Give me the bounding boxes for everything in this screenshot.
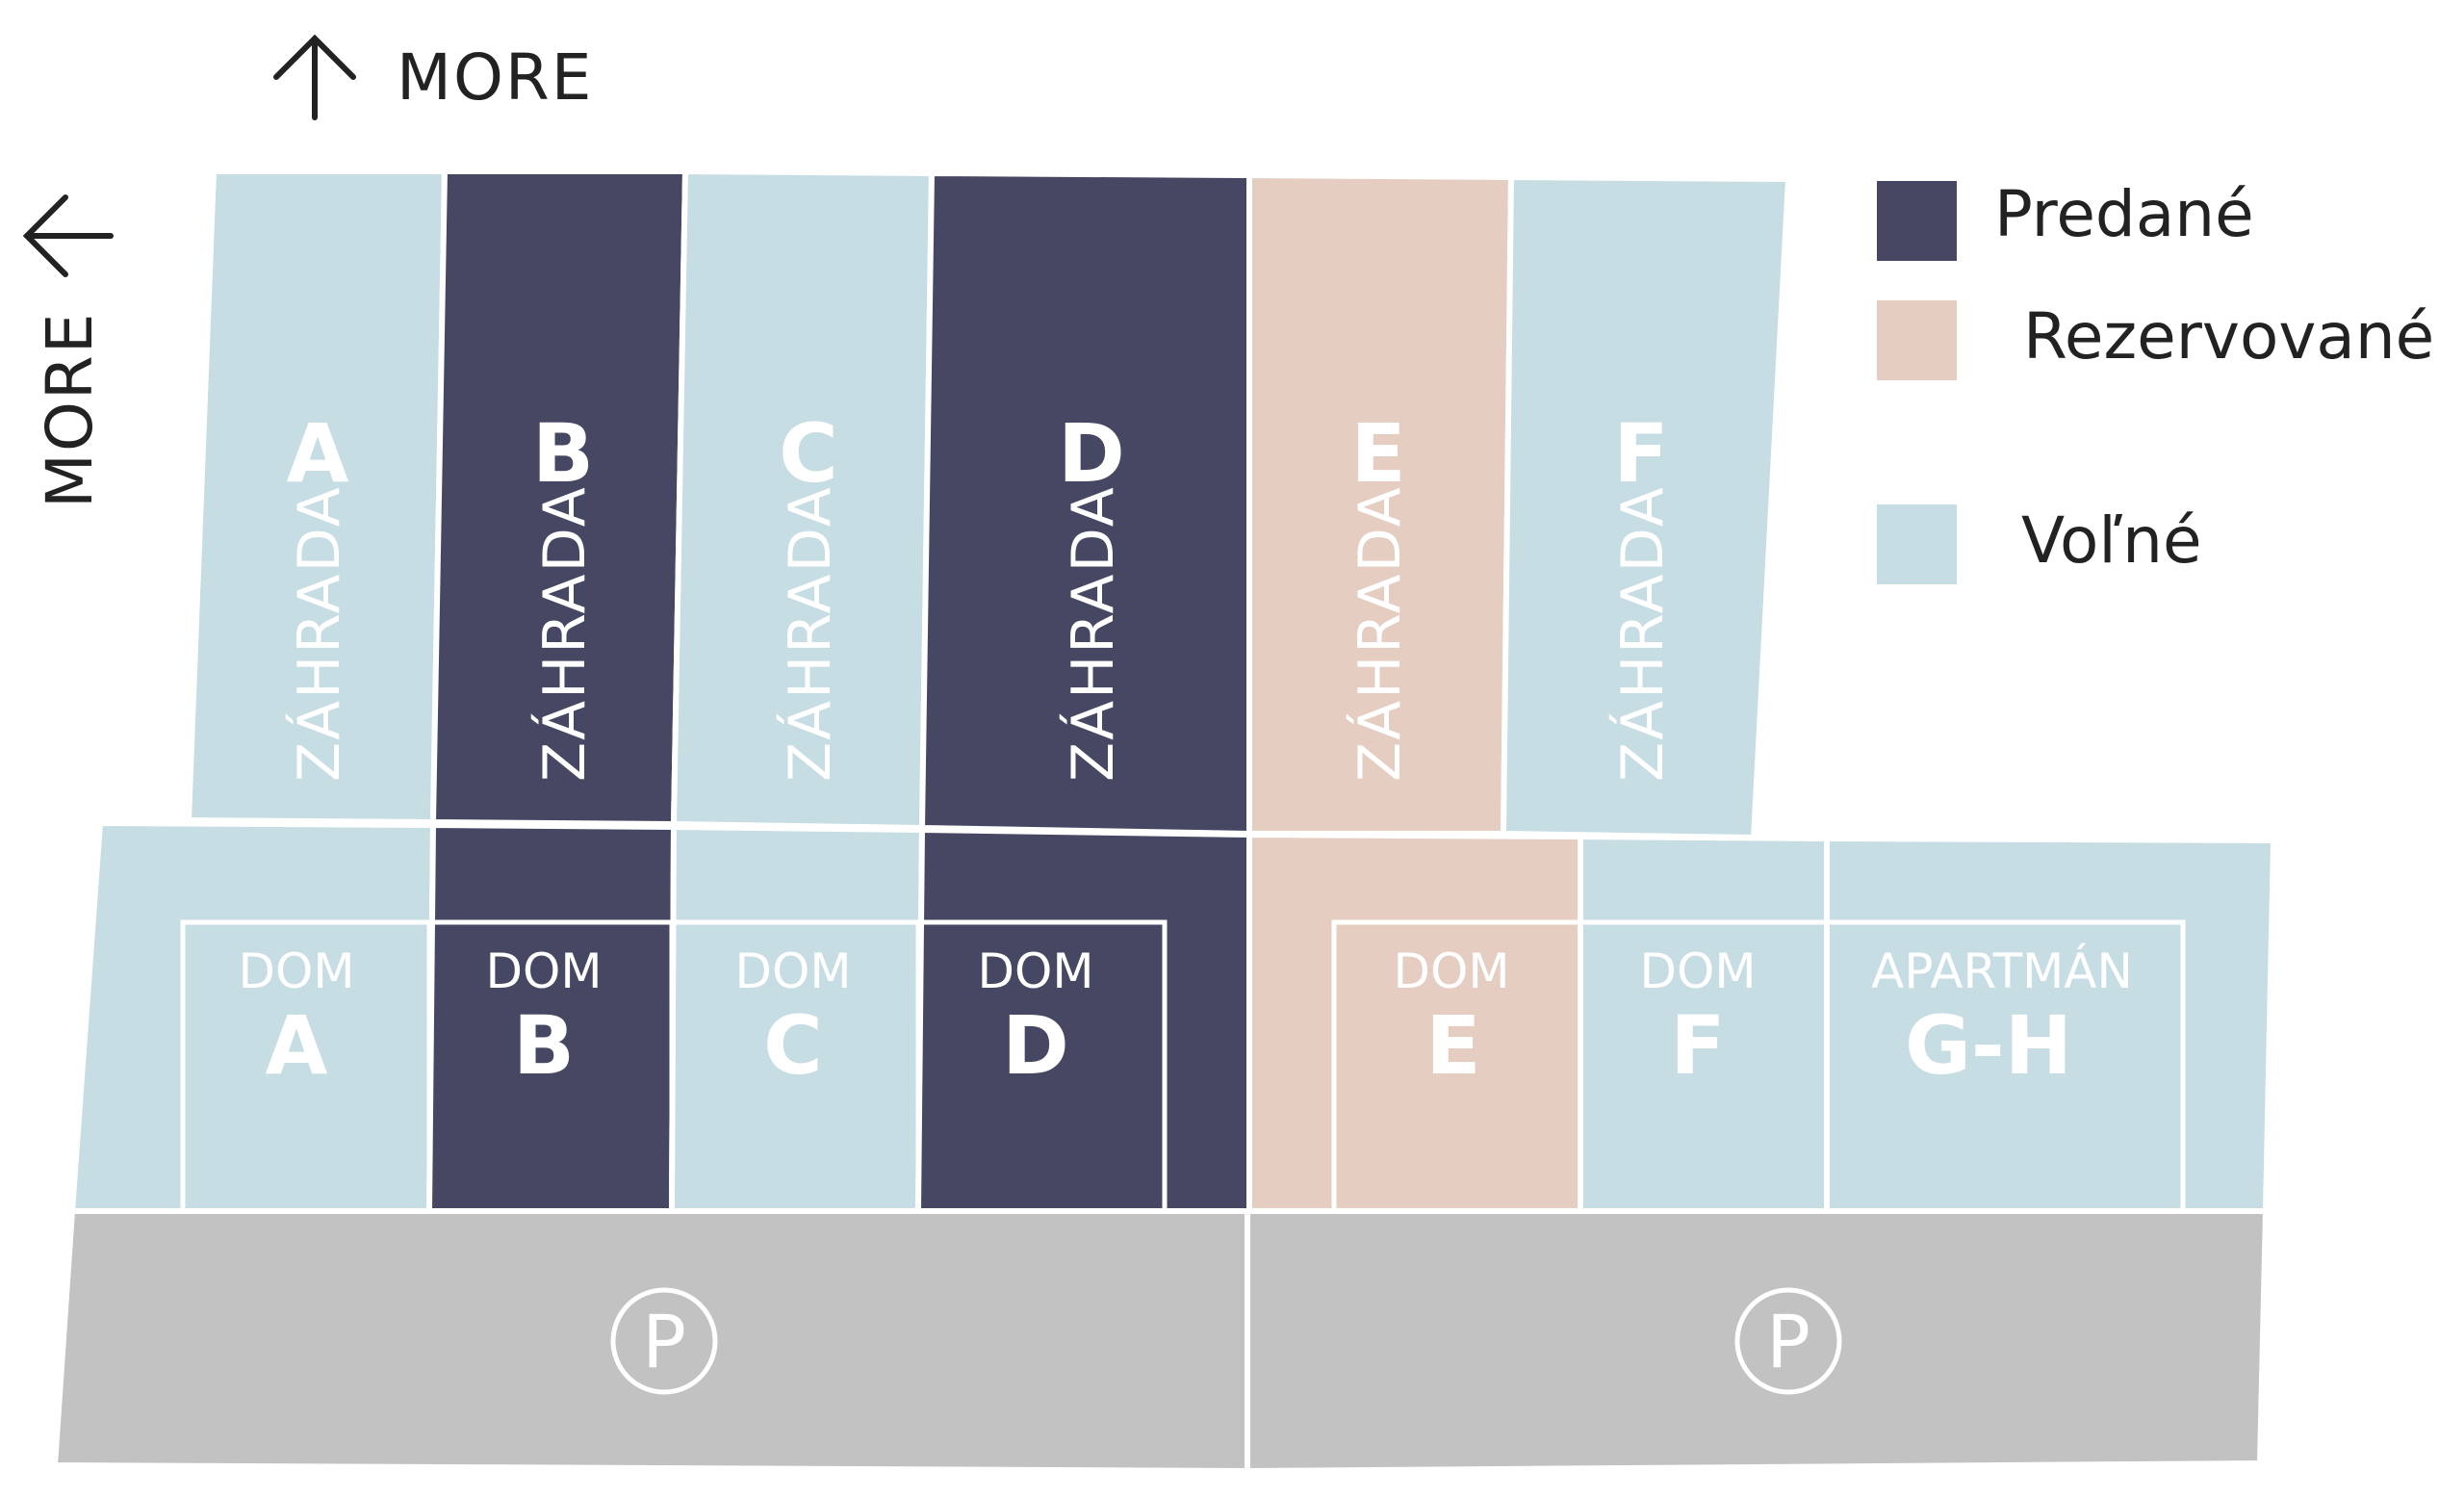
garden-letter-b: B [532, 406, 594, 501]
house-type-gh: APARTMÁN [1871, 942, 2133, 999]
north-indicator: MORE [273, 34, 593, 120]
west-indicator: MORE [22, 194, 114, 508]
legend: Predané Rezervované Voľné [1877, 177, 2434, 584]
house-letter-f: F [1670, 998, 1725, 1093]
parking-symbol-left: P [642, 1299, 686, 1384]
garden-label-c: ZÁHRADA [776, 485, 844, 782]
house-type-e: DOM [1394, 943, 1510, 999]
parking-icon: P [1734, 1287, 1842, 1395]
arrow-left-icon [22, 194, 114, 277]
garden-letter-c: C [779, 406, 838, 501]
legend-label-reserved: Rezervované [2023, 299, 2434, 374]
house-letter-d: D [1002, 998, 1069, 1093]
garden-label-b: ZÁHRADA [530, 485, 599, 782]
garden-label-a: ZÁHRADA [285, 485, 353, 782]
legend-swatch-reserved [1877, 300, 1957, 380]
parking-icon: P [610, 1287, 718, 1395]
house-strip-e [1246, 831, 1583, 1214]
house-strip-a [68, 819, 437, 1214]
garden-label-f: ZÁHRADA [1608, 485, 1677, 782]
garden-letter-a: A [286, 406, 348, 501]
parking-symbol-right: P [1766, 1299, 1810, 1384]
arrow-up-icon [273, 34, 356, 120]
parking-row: P P [51, 1208, 2270, 1475]
house-labels: DOM A DOM B DOM C DOM D DOM E DOM F APAR… [239, 942, 2133, 1093]
garden-row [185, 168, 1792, 841]
house-type-c: DOM [735, 943, 852, 999]
house-letter-a: A [265, 998, 327, 1093]
legend-label-free: Voľné [2021, 503, 2202, 578]
house-letter-gh: G-H [1905, 998, 2072, 1093]
house-letter-e: E [1425, 998, 1480, 1093]
garden-letters: A B C D E F [286, 406, 1668, 501]
north-more-label: MORE [397, 40, 593, 115]
house-type-f: DOM [1640, 943, 1757, 999]
house-letter-c: C [763, 998, 823, 1093]
garden-label-d: ZÁHRADA [1059, 485, 1127, 782]
garden-letter-e: E [1350, 406, 1405, 501]
legend-label-sold: Predané [1994, 177, 2254, 251]
house-type-a: DOM [239, 943, 355, 999]
house-type-d: DOM [978, 943, 1094, 999]
house-letter-b: B [513, 998, 575, 1093]
legend-swatch-free [1877, 504, 1957, 584]
house-strip-d [914, 826, 1252, 1214]
garden-label-e: ZÁHRADA [1346, 485, 1414, 782]
garden-letter-f: F [1613, 406, 1668, 501]
west-more-label: MORE [33, 312, 107, 508]
garden-labels: ZÁHRADA ZÁHRADA ZÁHRADA ZÁHRADA ZÁHRADA … [285, 485, 1677, 782]
parking-lot-right[interactable] [1245, 1208, 2270, 1475]
house-type-b: DOM [486, 943, 603, 999]
legend-swatch-sold [1877, 181, 1957, 261]
garden-letter-d: D [1058, 406, 1125, 501]
